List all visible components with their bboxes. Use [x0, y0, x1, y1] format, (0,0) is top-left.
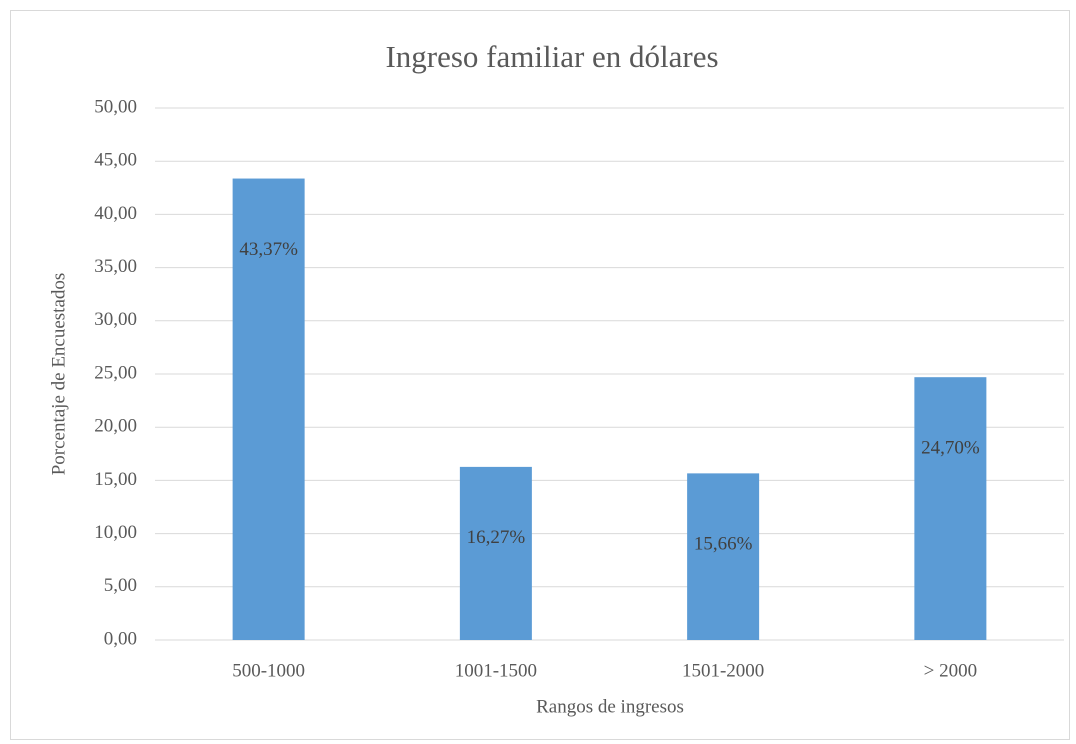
- y-tick-label: 30,00: [94, 309, 137, 330]
- bar: [459, 466, 532, 640]
- data-label: 43,37%: [239, 239, 298, 260]
- x-axis-title: Rangos de ingresos: [536, 696, 684, 717]
- x-tick-label: 500-1000: [232, 660, 305, 681]
- y-tick-label: 50,00: [94, 96, 137, 117]
- y-tick-label: 15,00: [94, 469, 137, 490]
- x-tick-label: > 2000: [924, 660, 977, 681]
- bar: [232, 178, 305, 640]
- y-tick-label: 5,00: [104, 575, 137, 596]
- y-tick-label: 10,00: [94, 522, 137, 543]
- x-tick-label: 1001-1500: [455, 660, 537, 681]
- y-tick-label: 0,00: [104, 628, 137, 649]
- y-tick-label: 45,00: [94, 150, 137, 171]
- y-tick-label: 40,00: [94, 203, 137, 224]
- data-label: 16,27%: [467, 527, 526, 548]
- y-axis-title: Porcentaje de Encuestados: [48, 273, 69, 476]
- y-tick-label: 20,00: [94, 416, 137, 437]
- y-tick-label: 25,00: [94, 362, 137, 383]
- data-label: 15,66%: [694, 534, 753, 555]
- y-tick-label: 35,00: [94, 256, 137, 277]
- bar: [687, 473, 760, 640]
- data-label: 24,70%: [921, 438, 980, 459]
- bar: [914, 377, 987, 640]
- x-tick-label: 1501-2000: [682, 660, 764, 681]
- chart-border: [10, 10, 1070, 740]
- chart-title: Ingreso familiar en dólares: [385, 39, 718, 74]
